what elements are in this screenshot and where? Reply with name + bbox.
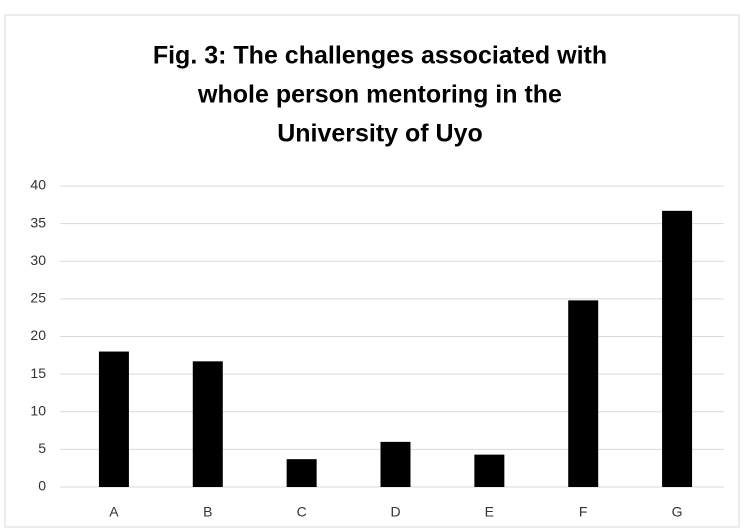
bar bbox=[568, 300, 599, 487]
x-tick-label: E bbox=[485, 504, 494, 520]
y-tick-label: 15 bbox=[30, 365, 46, 381]
y-tick-label: 20 bbox=[30, 327, 46, 343]
bar bbox=[192, 361, 223, 487]
y-tick-label: 10 bbox=[30, 402, 46, 418]
bar bbox=[662, 210, 693, 487]
chart-title: University of Uyo bbox=[277, 120, 483, 148]
y-tick-label: 0 bbox=[38, 478, 46, 494]
x-tick-label: F bbox=[579, 504, 588, 520]
y-tick-label: 30 bbox=[30, 252, 46, 268]
chart-title: Fig. 3: The challenges associated with bbox=[153, 42, 607, 70]
x-tick-label: D bbox=[390, 504, 400, 520]
bar bbox=[474, 454, 505, 487]
y-tick-label: 40 bbox=[30, 177, 46, 193]
bar bbox=[286, 459, 317, 487]
x-tick-label: G bbox=[672, 504, 683, 520]
chart-title: whole person mentoring in the bbox=[197, 81, 562, 109]
x-tick-label: C bbox=[297, 504, 307, 520]
bar bbox=[380, 441, 411, 487]
y-tick-label: 35 bbox=[30, 214, 46, 230]
x-tick-label: A bbox=[109, 504, 119, 520]
y-tick-label: 5 bbox=[38, 440, 46, 456]
y-tick-label: 25 bbox=[30, 290, 46, 306]
x-tick-label: B bbox=[203, 504, 212, 520]
bar bbox=[98, 351, 129, 487]
